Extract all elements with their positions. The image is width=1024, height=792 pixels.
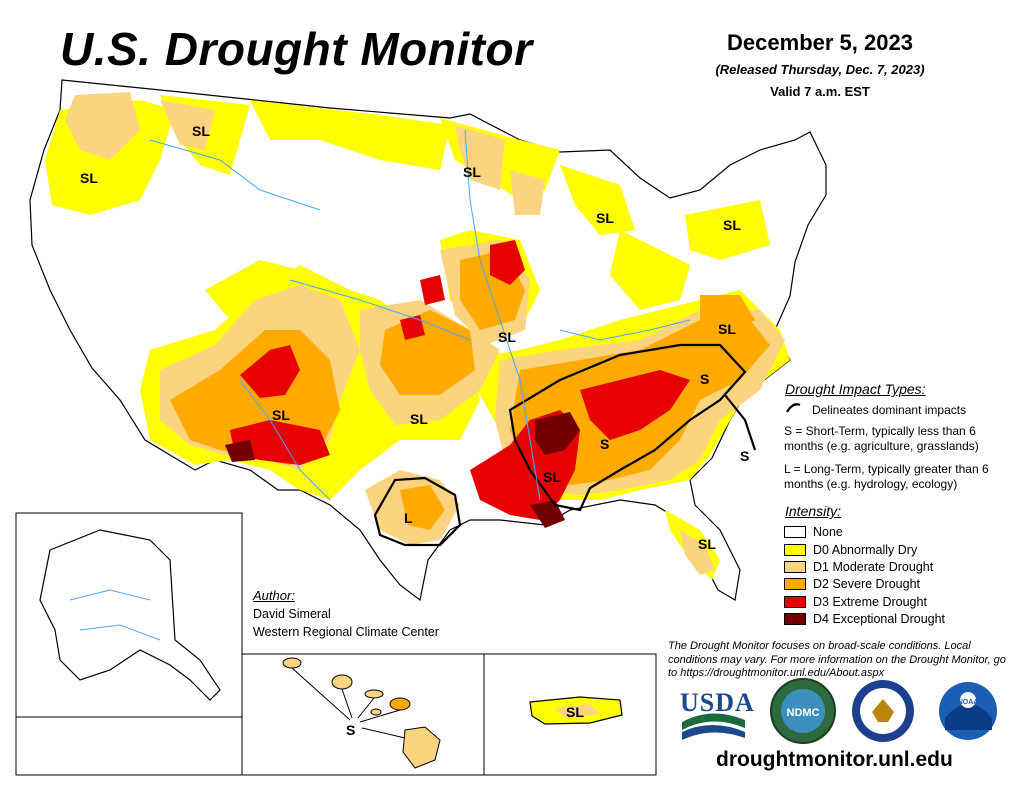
swatch-d4 <box>784 613 806 625</box>
legend-label: D3 Extreme Drought <box>813 595 927 609</box>
label-oregon: SL <box>80 170 98 186</box>
legend-label: None <box>813 525 843 539</box>
ndmc-text: NDMC <box>787 707 820 719</box>
map-labels: SL SL SL SL SL SL SL SL SL SL SL L S S S… <box>80 123 749 738</box>
impact-boundaries <box>373 343 757 547</box>
website-link[interactable]: droughtmonitor.unl.edu <box>716 748 953 771</box>
swatch-none <box>784 526 806 538</box>
label-new-york: SL <box>723 217 741 233</box>
map-date: December 5, 2023 <box>727 30 913 55</box>
page-title: U.S. Drought Monitor <box>60 23 533 75</box>
valid-time: Valid 7 a.m. EST <box>770 84 870 99</box>
label-florida: SL <box>698 536 716 552</box>
d4-areas <box>225 412 580 528</box>
noaa-logo: NOAA <box>939 682 997 740</box>
label-georgia: S <box>600 436 609 452</box>
legend-label: D0 Abnormally Dry <box>813 543 918 557</box>
legend-label: D1 Moderate Drought <box>813 560 934 574</box>
impact-delineates-text: Delineates dominant impacts <box>812 403 967 417</box>
delineate-line-icon <box>786 403 801 413</box>
legend-label: D4 Exceptional Drought <box>813 612 946 626</box>
usda-text: USDA <box>680 688 755 717</box>
label-nc: S <box>700 371 709 387</box>
disclaimer-note: The Drought Monitor focuses on broad-sca… <box>668 640 1006 679</box>
short-term-text: S = Short-Term, typically less than 6 mo… <box>784 424 979 453</box>
usda-logo: USDA <box>680 688 754 736</box>
legend-d2: D2 Severe Drought <box>784 576 920 592</box>
swatch-d2 <box>784 578 806 590</box>
label-virginia: SL <box>718 321 736 337</box>
legend-none: None <box>784 524 843 540</box>
label-minnesota: SL <box>463 164 481 180</box>
label-texas: L <box>404 510 413 526</box>
label-hawaii: S <box>346 722 355 738</box>
legend-d1: D1 Moderate Drought <box>784 559 933 575</box>
impact-types-heading: Drought Impact Types: <box>785 381 926 397</box>
legend-d3: D3 Extreme Drought <box>784 594 927 610</box>
label-new-mexico: SL <box>272 407 290 423</box>
author-heading: Author: <box>253 588 295 603</box>
label-coast: S <box>740 448 749 464</box>
alaska-shape <box>39 529 221 701</box>
label-puerto-rico: SL <box>566 704 584 720</box>
swatch-d3 <box>784 596 806 608</box>
legend-d4: D4 Exceptional Drought <box>784 611 945 627</box>
hawaii-inset <box>241 653 485 776</box>
legend-d0: D0 Abnormally Dry <box>784 542 917 558</box>
label-idaho: SL <box>192 123 210 139</box>
rivers <box>149 129 691 501</box>
ndmc-logo: NDMC <box>770 678 836 744</box>
label-oklahoma: SL <box>410 411 428 427</box>
commerce-seal-logo <box>852 680 914 742</box>
swatch-d0 <box>784 544 806 556</box>
noaa-text: NOAA <box>958 699 979 706</box>
author-organization: Western Regional Climate Center <box>253 625 439 639</box>
label-missouri: SL <box>498 329 516 345</box>
swatch-d1 <box>784 561 806 573</box>
hawaii-islands <box>282 657 441 769</box>
intensity-heading: Intensity: <box>785 503 842 519</box>
release-date: (Released Thursday, Dec. 7, 2023) <box>715 62 925 77</box>
legend-label: D2 Severe Drought <box>813 577 921 591</box>
label-michigan: SL <box>596 210 614 226</box>
label-louisiana: SL <box>543 469 561 485</box>
long-term-text: L = Long-Term, typically greater than 6 … <box>784 462 989 491</box>
usda-logo-graphic <box>682 713 745 740</box>
author-name: David Simeral <box>253 607 331 621</box>
